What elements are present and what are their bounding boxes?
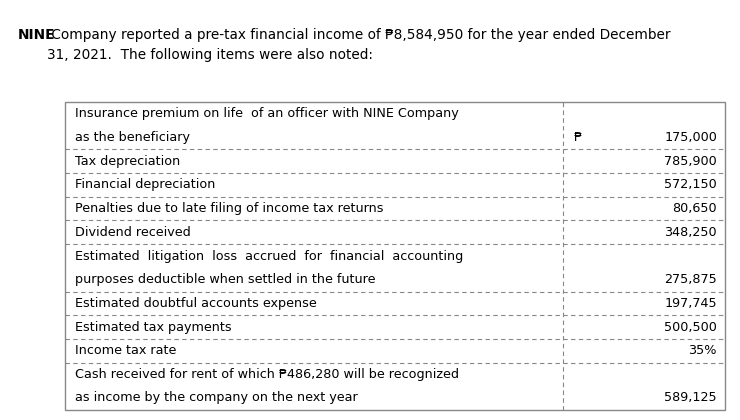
Text: Financial depreciation: Financial depreciation	[75, 178, 215, 192]
Text: 175,000: 175,000	[664, 131, 717, 144]
Text: 500,500: 500,500	[664, 320, 717, 333]
Text: ₱: ₱	[574, 131, 582, 144]
Text: Company reported a pre-tax financial income of ₱8,584,950 for the year ended Dec: Company reported a pre-tax financial inc…	[47, 28, 671, 61]
Text: Insurance premium on life  of an officer with NINE Company: Insurance premium on life of an officer …	[75, 108, 459, 121]
Text: 35%: 35%	[688, 344, 717, 357]
Text: Dividend received: Dividend received	[75, 226, 191, 239]
Text: 589,125: 589,125	[665, 391, 717, 404]
Text: Cash received for rent of which ₱486,280 will be recognized: Cash received for rent of which ₱486,280…	[75, 368, 459, 381]
Text: Estimated doubtful accounts expense: Estimated doubtful accounts expense	[75, 297, 317, 310]
Text: 572,150: 572,150	[665, 178, 717, 192]
Text: Income tax rate: Income tax rate	[75, 344, 176, 357]
Text: 275,875: 275,875	[665, 273, 717, 286]
Text: Estimated tax payments: Estimated tax payments	[75, 320, 232, 333]
Text: as income by the company on the next year: as income by the company on the next yea…	[75, 391, 357, 404]
Text: 80,650: 80,650	[673, 202, 717, 215]
Text: 197,745: 197,745	[665, 297, 717, 310]
Text: NINE: NINE	[18, 28, 56, 42]
Text: 785,900: 785,900	[665, 155, 717, 168]
Text: Estimated  litigation  loss  accrued  for  financial  accounting: Estimated litigation loss accrued for fi…	[75, 249, 463, 262]
Text: Penalties due to late filing of income tax returns: Penalties due to late filing of income t…	[75, 202, 383, 215]
Text: Tax depreciation: Tax depreciation	[75, 155, 181, 168]
Text: 348,250: 348,250	[665, 226, 717, 239]
Bar	[65, 102, 725, 410]
Text: purposes deductible when settled in the future: purposes deductible when settled in the …	[75, 273, 375, 286]
Text: as the beneficiary: as the beneficiary	[75, 131, 190, 144]
